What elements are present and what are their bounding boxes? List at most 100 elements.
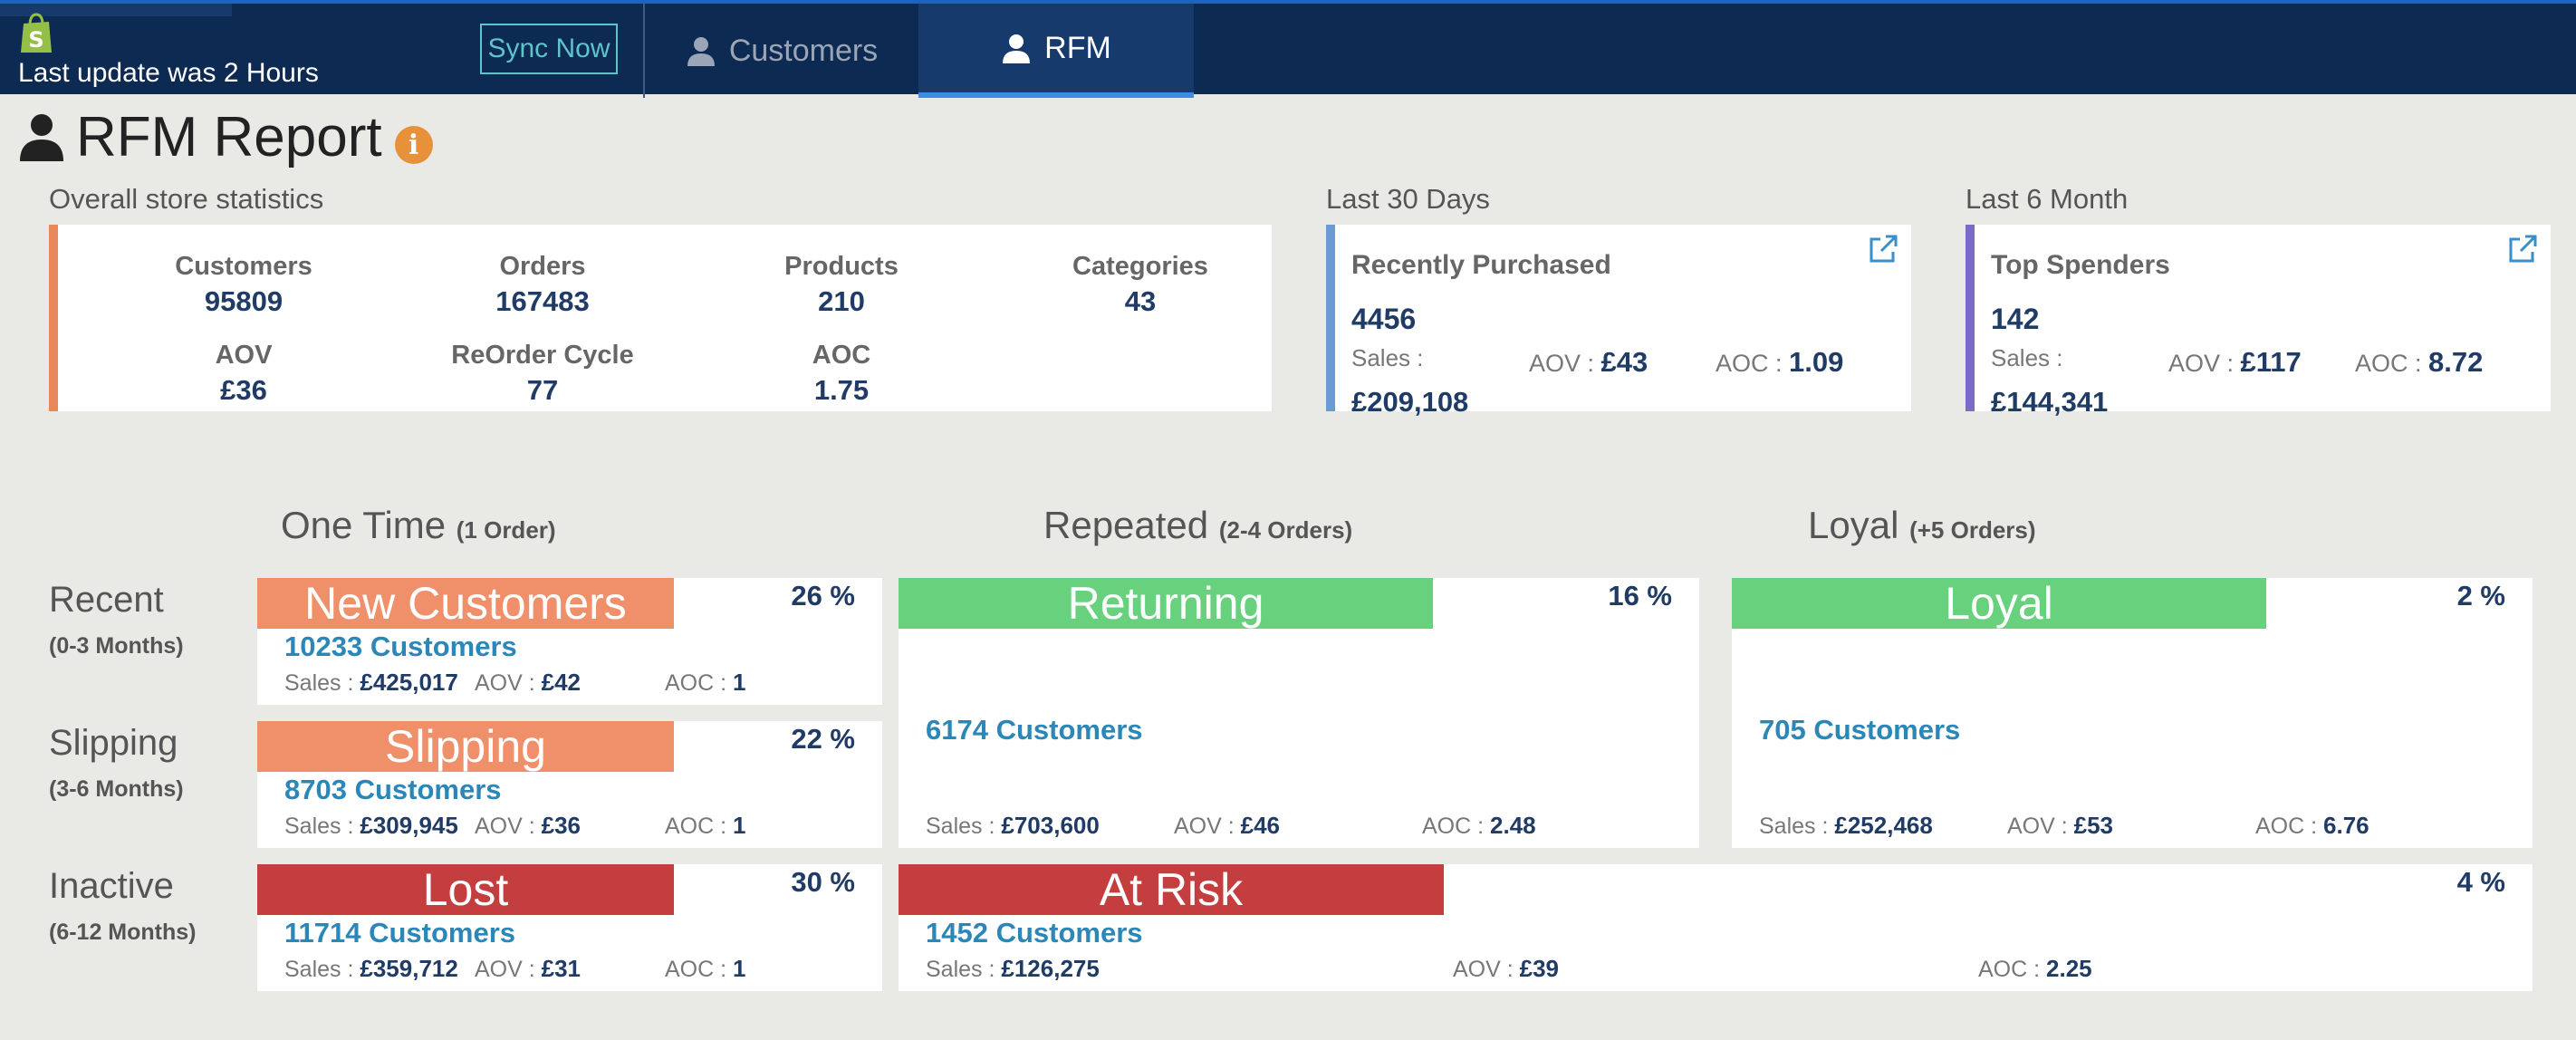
tab-rfm[interactable]: RFM: [918, 4, 1194, 98]
aov-label: AOV :: [2168, 350, 2241, 377]
tab-customers[interactable]: Customers: [645, 4, 918, 98]
sales-label: Sales :: [284, 957, 360, 982]
stat-aoc: AOC 1.75: [692, 341, 991, 407]
external-link-icon[interactable]: [2507, 234, 2538, 265]
aov-value: £42: [541, 669, 582, 696]
info-icon[interactable]: i: [394, 126, 433, 164]
svg-text:S: S: [28, 27, 43, 53]
segment-card-slipping[interactable]: Slipping 22 % 8703 Customers Sales : £30…: [257, 721, 882, 848]
segment-customers-link[interactable]: 6174 Customers: [926, 714, 1143, 746]
row-title: Slipping: [49, 723, 178, 763]
aov-label: AOV :: [1453, 957, 1520, 982]
aoc-label: AOC :: [1422, 814, 1491, 839]
segment-customers-link[interactable]: 1452 Customers: [926, 917, 1143, 949]
stat-label: AOV: [215, 341, 273, 370]
sales-label: Sales :: [926, 957, 1002, 982]
column-head-one-time: One Time (1 Order): [281, 504, 556, 547]
aoc-value: 8.72: [2428, 346, 2484, 378]
segment-card-new-customers[interactable]: New Customers 26 % 10233 Customers Sales…: [257, 578, 882, 705]
stat-value: 43: [1124, 285, 1157, 317]
sales-metric: Sales : £252,468: [1759, 812, 1933, 840]
overall-stats-panel: Customers 95809 Orders 167483 Products 2…: [49, 225, 1272, 411]
stat-value: 77: [526, 374, 559, 406]
sales-metric: Sales : £359,712: [284, 955, 458, 983]
aoc-metric: AOC : 1: [665, 812, 745, 840]
sales-metric: Sales : £309,945: [284, 812, 458, 840]
aov-metric: AOV : £53: [2007, 812, 2113, 840]
aoc-label: AOC :: [1978, 957, 2047, 982]
column-subtitle: (2-4 Orders): [1218, 516, 1353, 544]
aoc-metric: AOC : 1: [665, 955, 745, 983]
sales-metric: Sales : £126,275: [926, 955, 1100, 983]
segment-card-at-risk[interactable]: At Risk 4 % 1452 Customers Sales : £126,…: [899, 864, 2533, 991]
aoc-value: 2.25: [2046, 955, 2092, 982]
aov-metric: AOV : £46: [1174, 812, 1280, 840]
stat-label: Customers: [175, 252, 312, 281]
segment-card-lost[interactable]: Lost 30 % 11714 Customers Sales : £359,7…: [257, 864, 882, 991]
aov-value: £36: [541, 812, 582, 839]
last-update-text: Last update was 2 Hours: [18, 58, 319, 88]
stat-label: Categories: [1072, 252, 1208, 281]
aov-metric: AOV : £43: [1529, 346, 1648, 379]
sales-label: Sales :: [284, 670, 360, 696]
segment-customers-link[interactable]: 8703 Customers: [284, 774, 502, 805]
user-icon: [687, 37, 715, 66]
recently-purchased-title: Recently Purchased: [1351, 250, 1611, 280]
aov-label: AOV :: [475, 957, 542, 982]
recently-purchased-count: 4456: [1351, 303, 1417, 335]
column-subtitle: (1 Order): [456, 516, 556, 544]
aov-label: AOV :: [475, 814, 542, 839]
segment-card-returning[interactable]: Returning 16 % 6174 Customers Sales : £7…: [899, 578, 1699, 848]
sales-metric: Sales : £703,600: [926, 812, 1100, 840]
row-subtitle: (3-6 Months): [49, 776, 184, 802]
aov-metric: AOV : £39: [1453, 955, 1559, 983]
sales-label: Sales :: [1991, 344, 2063, 371]
segment-title-bar: Loyal: [1732, 578, 2266, 629]
stat-label: Products: [784, 252, 899, 281]
segment-customers-link[interactable]: 10233 Customers: [284, 631, 517, 662]
sync-now-button[interactable]: Sync Now: [480, 24, 618, 74]
aoc-value: 6.76: [2323, 812, 2369, 839]
aov-value: £43: [1600, 346, 1648, 378]
column-head-loyal: Loyal (+5 Orders): [1808, 504, 2036, 547]
aov-value: £117: [2240, 346, 2302, 378]
last-6-month-label: Last 6 Month: [1966, 183, 2129, 215]
aov-value: £39: [1519, 955, 1560, 982]
sales-metric: Sales : £425,017: [284, 669, 458, 697]
segment-customers-link[interactable]: 705 Customers: [1759, 714, 1961, 746]
sales-label: Sales :: [1351, 344, 1424, 371]
logo-tab: [0, 4, 232, 16]
aoc-label: AOC :: [1716, 350, 1790, 377]
segment-title-bar: Lost: [257, 864, 674, 915]
stat-label: AOC: [812, 341, 871, 370]
stat-categories: Categories 43: [991, 252, 1290, 318]
segment-card-loyal[interactable]: Loyal 2 % 705 Customers Sales : £252,468…: [1732, 578, 2533, 848]
sales-value: £144,341: [1991, 386, 2109, 418]
sales-value: £126,275: [1001, 955, 1100, 982]
top-spenders-panel: Top Spenders 142 Sales : £144,341 AOV : …: [1966, 225, 2551, 418]
aoc-label: AOC :: [2255, 814, 2324, 839]
aoc-value: 1: [733, 669, 746, 696]
stat-products: Products 210: [692, 252, 991, 318]
tab-rfm-label: RFM: [1044, 30, 1111, 65]
stat-orders: Orders 167483: [393, 252, 692, 318]
aov-metric: AOV : £117: [2168, 346, 2302, 379]
sales-value: £252,468: [1834, 812, 1933, 839]
shopify-bag-icon: S: [21, 13, 52, 53]
column-title: One Time: [281, 504, 447, 546]
page-title-text: RFM Report: [76, 105, 382, 169]
top-spenders-title: Top Spenders: [1991, 250, 2170, 280]
row-head-recent: Recent (0-3 Months): [49, 580, 184, 660]
stat-label: ReOrder Cycle: [451, 341, 634, 370]
segment-percent: 26 %: [791, 580, 855, 611]
segment-percent: 30 %: [791, 866, 855, 898]
top-spenders-count: 142: [1991, 303, 2040, 335]
aov-metric: AOV : £31: [475, 955, 581, 983]
top-nav-bar: S Last update was 2 Hours Sync Now Custo…: [0, 0, 2576, 98]
sales-value: £309,945: [360, 812, 458, 839]
segment-customers-link[interactable]: 11714 Customers: [284, 917, 516, 949]
sales-value: £359,712: [360, 955, 458, 982]
aov-value: £46: [1240, 812, 1281, 839]
sales-value: £425,017: [360, 669, 458, 696]
external-link-icon[interactable]: [1868, 234, 1898, 265]
